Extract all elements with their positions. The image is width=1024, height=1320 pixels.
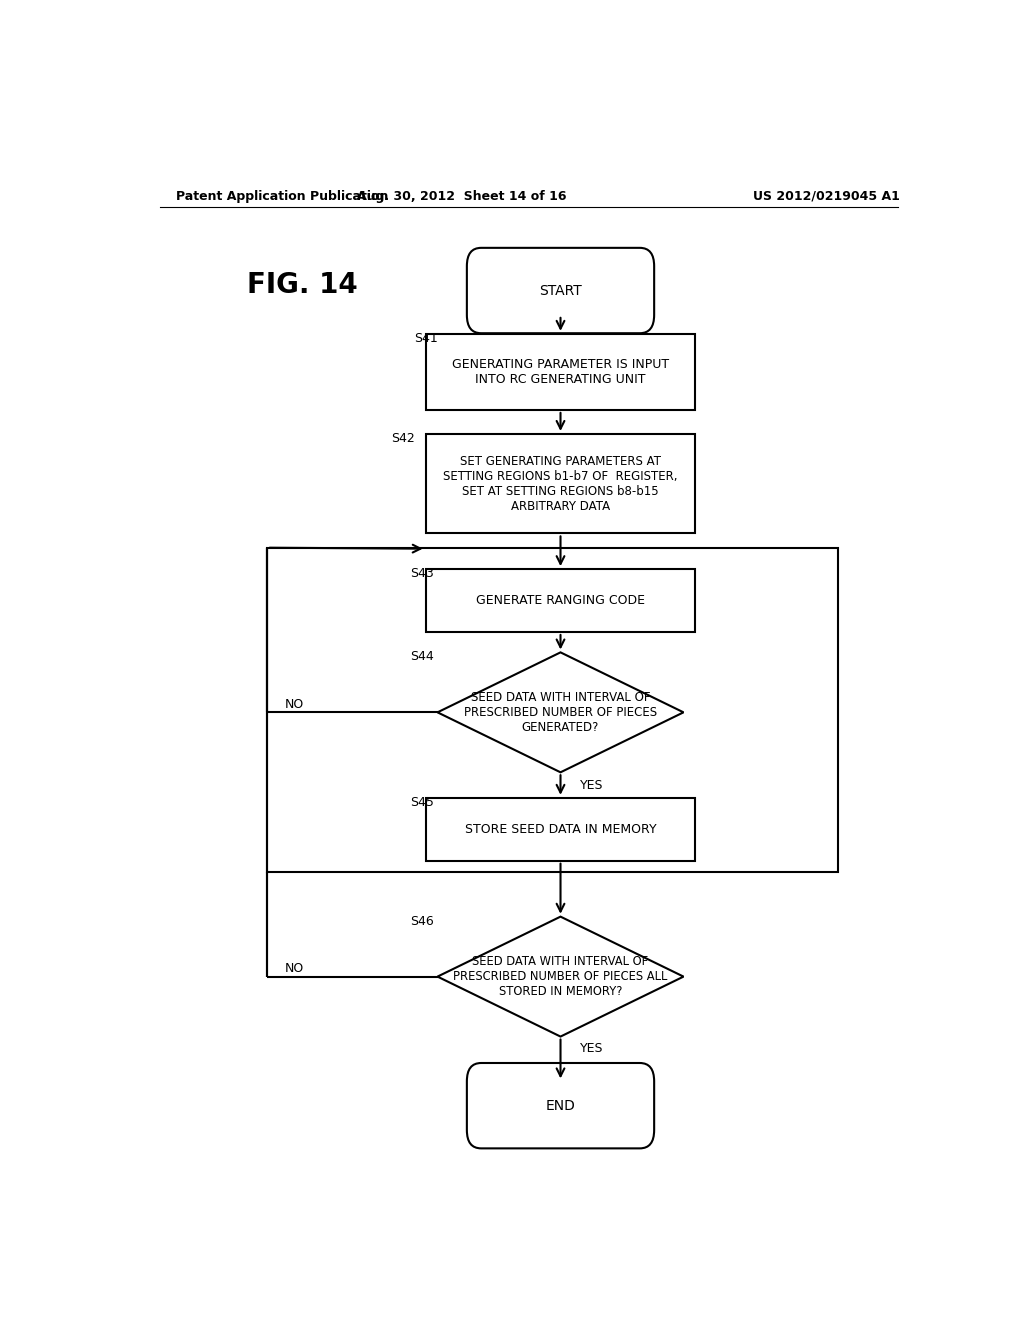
Text: SET GENERATING PARAMETERS AT
SETTING REGIONS b1-b7 OF  REGISTER,
SET AT SETTING : SET GENERATING PARAMETERS AT SETTING REG… xyxy=(443,454,678,512)
Text: S46: S46 xyxy=(410,915,433,928)
Text: YES: YES xyxy=(581,1043,604,1055)
Bar xyxy=(426,569,695,632)
Text: GENERATING PARAMETER IS INPUT
INTO RC GENERATING UNIT: GENERATING PARAMETER IS INPUT INTO RC GE… xyxy=(452,358,669,385)
Text: STORE SEED DATA IN MEMORY: STORE SEED DATA IN MEMORY xyxy=(465,822,656,836)
Text: US 2012/0219045 A1: US 2012/0219045 A1 xyxy=(753,190,900,202)
Text: S42: S42 xyxy=(391,432,415,445)
Text: S43: S43 xyxy=(410,568,433,579)
Bar xyxy=(426,334,695,411)
Text: S41: S41 xyxy=(414,331,437,345)
Text: FIG. 14: FIG. 14 xyxy=(247,272,358,300)
Text: Aug. 30, 2012  Sheet 14 of 16: Aug. 30, 2012 Sheet 14 of 16 xyxy=(356,190,566,202)
Text: END: END xyxy=(546,1098,575,1113)
Text: NO: NO xyxy=(285,962,304,975)
Text: SEED DATA WITH INTERVAL OF
PRESCRIBED NUMBER OF PIECES
GENERATED?: SEED DATA WITH INTERVAL OF PRESCRIBED NU… xyxy=(464,690,657,734)
Bar xyxy=(267,548,839,873)
Polygon shape xyxy=(437,916,684,1036)
Text: SEED DATA WITH INTERVAL OF
PRESCRIBED NUMBER OF PIECES ALL
STORED IN MEMORY?: SEED DATA WITH INTERVAL OF PRESCRIBED NU… xyxy=(454,956,668,998)
Text: START: START xyxy=(540,284,582,297)
FancyBboxPatch shape xyxy=(467,248,654,333)
Bar xyxy=(426,434,695,533)
Text: S45: S45 xyxy=(410,796,433,809)
Text: Patent Application Publication: Patent Application Publication xyxy=(176,190,388,202)
Bar xyxy=(426,797,695,861)
Polygon shape xyxy=(437,652,684,772)
Text: NO: NO xyxy=(285,698,304,710)
Text: GENERATE RANGING CODE: GENERATE RANGING CODE xyxy=(476,594,645,607)
Text: S44: S44 xyxy=(410,651,433,664)
FancyBboxPatch shape xyxy=(467,1063,654,1148)
Text: YES: YES xyxy=(581,779,604,792)
